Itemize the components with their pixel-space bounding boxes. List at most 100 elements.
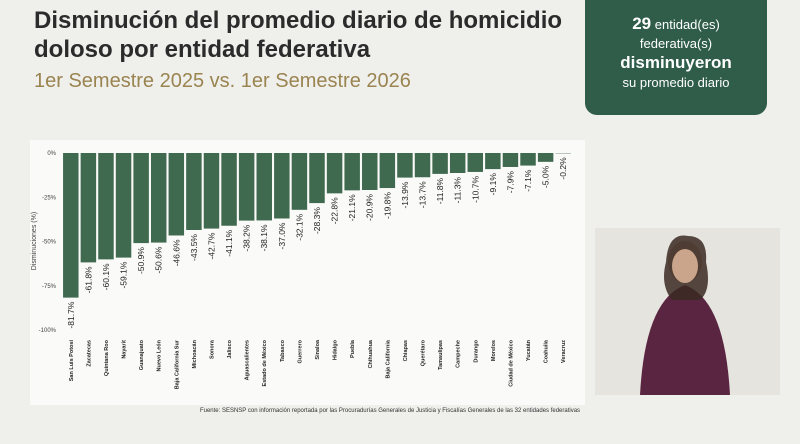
- x-tick-label: Puebla: [350, 339, 356, 358]
- x-tick-label: Zacatecas: [86, 340, 92, 367]
- interpreter-photo: [595, 228, 780, 395]
- subtitle: 1er Semestre 2025 vs. 1er Semestre 2026: [34, 70, 411, 92]
- bar: [115, 153, 132, 258]
- bar: [344, 153, 360, 191]
- bar: [309, 153, 325, 204]
- x-tick-label: San Luis Potosí: [69, 340, 75, 382]
- source: Fuente: SESNSP con información reportada…: [200, 408, 580, 414]
- x-tick-label: Nayarit: [122, 340, 128, 359]
- callout: 29 entidad(es) federativa(s) disminuyero…: [585, 0, 767, 115]
- value-label: -61.8%: [83, 266, 93, 293]
- value-label: -41.1%: [224, 229, 234, 256]
- value-label: -9.1%: [488, 173, 498, 196]
- value-label: -38.1%: [259, 224, 269, 251]
- y-tick-label: 0%: [47, 151, 56, 157]
- bar: [150, 153, 167, 243]
- value-label: -42.7%: [206, 232, 216, 259]
- value-label: -43.5%: [189, 234, 199, 261]
- x-tick-label: Aguascalientes: [245, 340, 251, 380]
- y-tick-label: -100%: [39, 328, 57, 334]
- value-label: -22.8%: [330, 197, 340, 224]
- value-label: -5.0%: [541, 165, 551, 188]
- x-tick-label: Baja California Sur: [174, 339, 180, 389]
- value-label: -7.9%: [505, 171, 515, 194]
- bar: [449, 153, 466, 174]
- callout-text: federativa(s): [639, 36, 713, 51]
- callout-text: su promedio diario: [622, 75, 730, 90]
- bar: [256, 153, 272, 221]
- y-tick-label: -50%: [42, 240, 57, 246]
- value-label: -59.1%: [119, 261, 129, 288]
- value-label: -7.1%: [523, 169, 533, 192]
- bar: [502, 153, 519, 167]
- value-label: -20.9%: [365, 194, 375, 221]
- x-tick-label: Durango: [473, 339, 479, 362]
- x-tick-label: Ciudad de México: [508, 339, 514, 386]
- value-label: -38.2%: [242, 224, 252, 251]
- x-tick-label: Baja California: [385, 339, 391, 378]
- value-label: -0.2%: [558, 157, 568, 180]
- value-label: -13.7%: [418, 181, 428, 208]
- title: Disminución del promedio diario de homic…: [34, 7, 563, 63]
- x-tick-label: Sonora: [209, 339, 215, 359]
- y-tick-label: -75%: [42, 284, 57, 290]
- x-tick-label: Guerrero: [297, 339, 303, 363]
- bar: [203, 153, 220, 229]
- bar: [537, 153, 554, 162]
- value-label: -50.6%: [154, 246, 164, 273]
- callout-count: 29: [632, 14, 652, 33]
- callout-text: entidad(es): [654, 17, 720, 32]
- bar: [133, 153, 149, 244]
- value-label: -21.1%: [347, 194, 357, 221]
- x-tick-label: Veracruz: [561, 340, 567, 363]
- value-label: -19.8%: [382, 192, 392, 219]
- bar: [397, 153, 413, 178]
- bar: [485, 153, 501, 170]
- value-label: -46.6%: [171, 239, 181, 266]
- x-tick-label: Nuevo León: [157, 339, 163, 371]
- bar: [291, 153, 308, 210]
- bar: [80, 153, 97, 263]
- x-tick-label: Michoacán: [192, 339, 198, 368]
- x-tick-label: Estado de México: [262, 339, 268, 386]
- bar: [168, 153, 185, 236]
- bar: [362, 153, 378, 190]
- x-tick-label: Querétaro: [421, 339, 427, 366]
- y-axis-label: Disminuciones (%): [31, 212, 38, 270]
- x-tick-label: Tamaulipas: [438, 340, 444, 370]
- x-tick-label: Guanajuato: [139, 339, 145, 370]
- bar: [63, 153, 79, 298]
- x-tick-label: Morelos: [491, 340, 497, 361]
- callout-emphasis: disminuyeron: [620, 53, 732, 72]
- x-tick-label: Quintana Roo: [104, 339, 110, 376]
- value-label: -11.8%: [435, 177, 445, 204]
- bar: [274, 153, 290, 219]
- value-label: -11.3%: [453, 177, 463, 204]
- value-label: -28.3%: [312, 207, 322, 234]
- bar: [186, 153, 202, 230]
- y-tick-label: -25%: [42, 195, 57, 201]
- bar: [326, 153, 343, 194]
- bar: [414, 153, 431, 178]
- x-tick-label: Hidalgo: [333, 339, 339, 360]
- bar: [520, 153, 536, 166]
- x-tick-label: Chihuahua: [368, 339, 374, 368]
- bar: [221, 153, 237, 226]
- value-label: -60.1%: [101, 263, 111, 290]
- bar: [238, 153, 255, 221]
- value-label: -37.0%: [277, 222, 287, 249]
- value-label: -10.7%: [470, 176, 480, 203]
- value-label: -32.1%: [294, 213, 304, 240]
- value-label: -13.9%: [400, 181, 410, 208]
- x-tick-label: Chiapas: [403, 340, 409, 361]
- x-tick-label: Campeche: [456, 340, 462, 368]
- bar: [379, 153, 396, 189]
- x-tick-label: Coahuila: [544, 339, 550, 363]
- value-label: -81.7%: [66, 301, 76, 328]
- x-tick-label: Sinaloa: [315, 339, 321, 360]
- x-tick-label: Yucatán: [526, 339, 532, 361]
- x-tick-label: Jalisco: [227, 339, 233, 358]
- bar: [467, 153, 484, 172]
